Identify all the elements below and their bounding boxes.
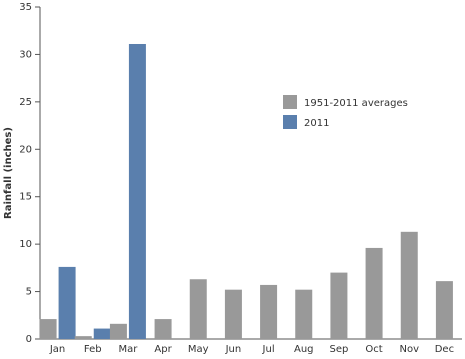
x-tick-label: Dec: [435, 344, 454, 355]
y-tick-label: 0: [26, 334, 32, 345]
bar: [74, 336, 92, 339]
bar: [365, 247, 383, 339]
x-tick-label: May: [188, 344, 209, 355]
y-tick-label: 5: [26, 287, 32, 298]
bar: [260, 284, 278, 339]
legend-label: 2011: [304, 118, 329, 129]
x-tick-label: Apr: [154, 344, 172, 355]
legend-swatch: [283, 95, 297, 109]
y-tick-label: 30: [19, 49, 32, 60]
x-tick-label: Jun: [225, 344, 242, 355]
legend-label: 1951-2011 averages: [304, 98, 408, 109]
y-tick-label: 20: [19, 144, 32, 155]
x-tick-label: Sep: [329, 344, 348, 355]
bar: [58, 266, 76, 339]
y-tick-label: 25: [19, 97, 32, 108]
y-tick-label: 15: [19, 192, 32, 203]
bar: [128, 43, 146, 339]
bar: [93, 328, 111, 339]
y-tick-label: 10: [19, 239, 32, 250]
y-tick-label: 35: [19, 2, 32, 13]
x-tick-label: Aug: [294, 344, 314, 355]
bar: [400, 231, 418, 339]
bar: [224, 289, 242, 339]
bar: [109, 323, 127, 339]
y-axis-label: Rainfall (inches): [3, 127, 14, 219]
bar: [295, 289, 313, 339]
bar: [39, 319, 57, 339]
x-tick-label: Feb: [84, 344, 102, 355]
x-tick-label: Mar: [118, 344, 138, 355]
bar: [330, 272, 348, 339]
bar: [189, 279, 207, 339]
legend-swatch: [283, 115, 297, 129]
x-tick-label: Jan: [49, 344, 65, 355]
x-tick-label: Oct: [365, 344, 382, 355]
bar: [154, 319, 172, 339]
bar: [435, 281, 453, 339]
x-tick-label: Nov: [399, 344, 419, 355]
x-tick-label: Jul: [262, 344, 275, 355]
